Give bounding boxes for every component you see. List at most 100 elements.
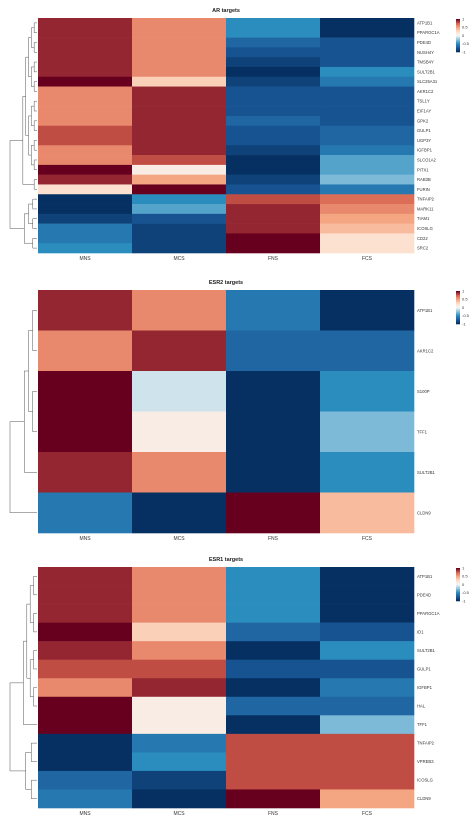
heatmap-cell (132, 96, 227, 107)
legend-swatch (456, 307, 460, 309)
row-label: CLDN9 (417, 796, 431, 801)
heatmap-cell (132, 243, 227, 254)
heatmap-cell (38, 184, 133, 195)
row-label: SULT2B1 (417, 69, 436, 74)
dendrogram-branch (32, 218, 37, 229)
dendrogram-branch (33, 81, 37, 92)
heatmap-cell (320, 604, 415, 623)
row-label: FURIN (417, 187, 430, 192)
legend-swatch (456, 291, 460, 293)
heatmap-cell (320, 213, 415, 224)
color-legend: 1 0.5 0 -0.5 -1 (456, 16, 470, 54)
dendrogram-branch (26, 603, 31, 679)
heatmap-cell (132, 47, 227, 58)
legend-swatch (456, 308, 460, 310)
legend-swatch (456, 584, 460, 586)
dendrogram-branch (28, 330, 33, 412)
legend-swatch (456, 295, 460, 297)
heatmap-cell (226, 290, 321, 331)
heatmap-cell (38, 37, 133, 48)
heatmap-cell (226, 585, 321, 605)
heatmap-cell (38, 770, 133, 790)
legend-swatch (456, 48, 460, 50)
legend-swatch (456, 27, 460, 29)
heatmap-cell (320, 47, 415, 58)
heatmap-cell (132, 155, 227, 166)
heatmap-cell (132, 37, 227, 48)
heatmap-cell (320, 733, 415, 753)
heatmap-cell (38, 371, 133, 412)
heatmap-cell (320, 678, 415, 698)
heatmap-cell (132, 371, 227, 412)
legend-tick-label: -0.5 (462, 41, 470, 46)
heatmap-cell (226, 106, 321, 117)
column-label: MCS (173, 256, 185, 262)
legend-swatch (456, 298, 460, 300)
legend-swatch (456, 28, 460, 31)
legend-swatch (456, 568, 460, 570)
row-label: SRC2 (417, 246, 429, 251)
heatmap-cell (320, 135, 415, 146)
legend-tick-label: -0.5 (462, 590, 470, 595)
legend-swatch (456, 310, 460, 312)
row-label: IGFBP1 (417, 148, 433, 153)
legend-swatch (456, 592, 460, 594)
column-label: FCS (362, 536, 373, 542)
heatmap-cell (38, 47, 133, 58)
legend-swatch (456, 571, 460, 573)
heatmap-cell (320, 452, 415, 493)
dendrogram-branch (31, 27, 35, 48)
legend-swatch (456, 43, 460, 45)
heatmap-cell (132, 696, 227, 716)
legend-swatch (456, 40, 460, 42)
legend-swatch (456, 568, 460, 570)
heatmap-cell (226, 659, 321, 679)
legend-swatch (456, 585, 460, 587)
legend-tick-label: -1 (462, 321, 466, 326)
row-label: TNFAIP2 (417, 197, 435, 202)
legend-swatch (456, 49, 460, 51)
heatmap-cell (320, 76, 415, 87)
heatmap-cell (132, 174, 227, 185)
heatmap-cell (226, 492, 321, 534)
row-label: ID1 (417, 629, 424, 634)
heatmap-cell (132, 411, 227, 453)
legend-swatch (456, 596, 460, 598)
legend-swatch (456, 581, 460, 583)
legend-swatch (456, 37, 460, 40)
heatmap-cell (132, 194, 227, 205)
heatmap-cell (320, 115, 415, 127)
heatmap-cell (320, 125, 415, 136)
legend-swatch (456, 291, 460, 293)
heatmap-cell (132, 452, 227, 493)
heatmap-cell (132, 135, 227, 146)
heatmap-cell (320, 411, 415, 453)
row-label: TFF1 (417, 722, 428, 727)
legend-swatch (456, 44, 460, 46)
heatmap-cell (132, 233, 227, 244)
legend-swatch (456, 321, 460, 323)
dendrogram-branch (31, 145, 35, 166)
legend-swatch (456, 579, 460, 581)
heatmap-cell (320, 233, 415, 244)
legend-swatch (456, 25, 460, 27)
heatmap-cell (38, 492, 133, 534)
legend-swatch (456, 292, 460, 294)
legend-swatch (456, 26, 460, 28)
legend-swatch (456, 51, 460, 53)
heatmap-cell (132, 659, 227, 679)
legend-swatch (456, 21, 460, 23)
legend-tick-label: 0.5 (462, 25, 468, 30)
dendrogram-branch (31, 66, 35, 87)
legend-swatch (456, 19, 460, 21)
legend-swatch (456, 576, 460, 578)
heatmap-cell (320, 155, 415, 166)
heatmap-cell (132, 330, 227, 372)
heatmap-cell (38, 145, 133, 156)
dendrogram-branch (33, 613, 37, 633)
column-label: FNS (268, 536, 279, 542)
dendrogram-branch (29, 585, 34, 623)
heatmap-cell (38, 290, 133, 331)
heatmap-cell (132, 86, 227, 97)
column-label: FNS (268, 811, 279, 817)
